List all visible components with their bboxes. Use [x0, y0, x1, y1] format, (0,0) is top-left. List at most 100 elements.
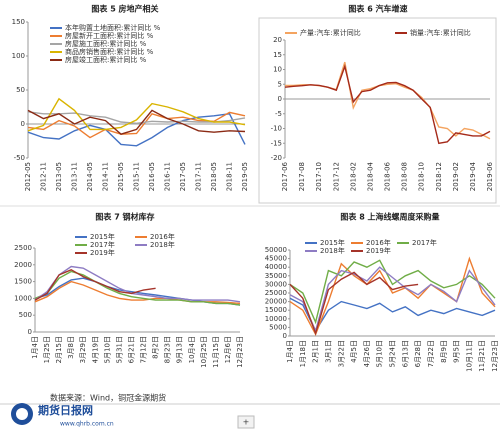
x-tick-label: 10月4日	[188, 336, 196, 363]
series-line	[289, 259, 496, 325]
chart-title: 图表 5 房地产相关	[91, 4, 158, 14]
series-line	[34, 270, 241, 306]
legend-label: 2018年	[320, 246, 345, 255]
x-tick-label: 2017-12	[332, 162, 340, 191]
y-tick-label: -50	[14, 154, 25, 162]
x-tick-label: 2015-05	[117, 162, 125, 191]
x-tick-label: 12月6日	[224, 336, 232, 363]
x-tick-label: 2016-11	[164, 162, 172, 191]
y-tick-label: 0	[28, 328, 32, 336]
x-tick-label: 12月23日	[491, 340, 499, 372]
x-tick-label: 2月15日	[55, 336, 63, 363]
y-tick-label: 15000	[265, 306, 287, 314]
series-line	[289, 271, 419, 336]
series-line	[289, 256, 496, 336]
x-tick-label: 3月22日	[337, 340, 345, 367]
x-tick-label: 2月1日	[312, 340, 320, 363]
x-tick-label: 2012-11	[40, 162, 48, 191]
series-line	[284, 64, 491, 145]
x-tick-label: 8月23日	[164, 336, 172, 363]
x-tick-label: 2016-05	[148, 162, 156, 191]
x-tick-label: 11月21日	[478, 340, 486, 372]
y-tick-label: 1000	[14, 294, 32, 302]
sheet-tab-label[interactable]: +	[243, 418, 250, 427]
y-tick-label: -10	[271, 125, 282, 133]
x-tick-label: 5月24日	[389, 340, 397, 367]
y-tick-label: 15	[273, 51, 282, 59]
y-tick-label: 2000	[14, 261, 32, 269]
chart-title: 图表 7 钢材库存	[95, 212, 154, 222]
x-tick-label: 2019-04	[469, 161, 477, 191]
x-tick-label: 11月15日	[212, 336, 220, 368]
y-tick-label: 50000	[265, 246, 287, 254]
series-line	[27, 113, 246, 147]
y-tick-label: 50	[16, 86, 25, 94]
x-tick-label: 3月8日	[67, 336, 75, 359]
x-tick-label: 2019-02	[452, 162, 460, 191]
y-tick-label: 1500	[14, 278, 32, 286]
legend-label: 产量:汽车:累计同比	[300, 28, 361, 37]
y-tick-label: 40000	[265, 263, 287, 271]
y-tick-label: 2500	[14, 244, 32, 252]
legend-label: 商品房销售面积:累计同比 %	[65, 47, 154, 56]
x-tick-label: 6月28日	[414, 340, 422, 367]
series-line	[289, 297, 496, 333]
x-tick-label: 2017-08	[298, 162, 306, 191]
series-line	[27, 97, 246, 132]
logo-icon	[16, 408, 28, 420]
x-tick-label: 2013-11	[71, 162, 79, 191]
chart-frame	[258, 17, 497, 204]
x-tick-label: 1月25日	[43, 336, 51, 363]
series-line	[289, 266, 496, 333]
logo-text: 期货日报网	[38, 403, 93, 417]
chart-title: 图表 8 上海线螺周度采购量	[340, 212, 439, 222]
x-tick-label: 2018-04	[366, 161, 374, 191]
y-tick-label: -20	[271, 154, 282, 162]
logo-url: www.qhrb.com.cn	[60, 421, 114, 428]
y-tick-label: 45000	[265, 255, 287, 263]
x-tick-label: 2018-12	[435, 162, 443, 191]
legend-label: 房屋竣工面积:累计同比 %	[65, 55, 147, 64]
y-tick-label: -5	[275, 110, 282, 118]
x-tick-label: 2019-06	[486, 161, 494, 191]
x-tick-label: 2019-05	[241, 162, 249, 191]
series-line	[285, 61, 491, 140]
legend-label: 2018年	[150, 240, 175, 249]
x-tick-label: 3月29日	[79, 336, 87, 363]
y-tick-label: 10	[273, 66, 282, 74]
x-tick-label: 4月19日	[91, 336, 99, 363]
x-tick-label: 2017-10	[315, 162, 323, 191]
x-tick-label: 8月2日	[152, 336, 160, 359]
y-tick-label: 0	[283, 332, 287, 340]
legend-label: 2017年	[412, 238, 437, 247]
x-tick-label: 6月13日	[401, 340, 409, 367]
chart-title: 图表 6 汽车增速	[348, 4, 407, 14]
series-line	[34, 265, 241, 303]
y-tick-label: 100	[12, 52, 25, 60]
x-tick-label: 4月26日	[363, 340, 371, 367]
source-note: 数据来源：Wind，铜冠金源期货	[50, 393, 166, 403]
sheet-tab[interactable]	[237, 415, 255, 429]
x-tick-label: 5月10日	[376, 340, 384, 367]
y-tick-label: 30000	[265, 280, 287, 288]
series-line	[34, 269, 156, 301]
series-line	[27, 109, 246, 135]
y-tick-label: 5000	[269, 323, 287, 331]
x-tick-label: 2013-05	[55, 162, 63, 191]
x-tick-label: 12月23日	[236, 336, 244, 368]
legend-label: 房屋施工面积:累计同比 %	[65, 39, 147, 48]
legend-label: 2017年	[90, 240, 115, 249]
series-line	[27, 111, 246, 125]
x-tick-label: 1月18日	[299, 340, 307, 367]
x-tick-label: 9月13日	[176, 336, 184, 363]
x-tick-label: 8月9日	[440, 340, 448, 363]
legend-label: 2016年	[366, 238, 391, 247]
legend-label: 销量:汽车:累计同比	[410, 28, 471, 37]
x-tick-label: 2018-05	[210, 162, 218, 191]
y-tick-label: 0	[21, 120, 25, 128]
x-tick-label: 5月31日	[115, 336, 123, 363]
x-tick-label: 2018-06	[384, 161, 392, 191]
y-tick-label: 150	[12, 18, 25, 26]
